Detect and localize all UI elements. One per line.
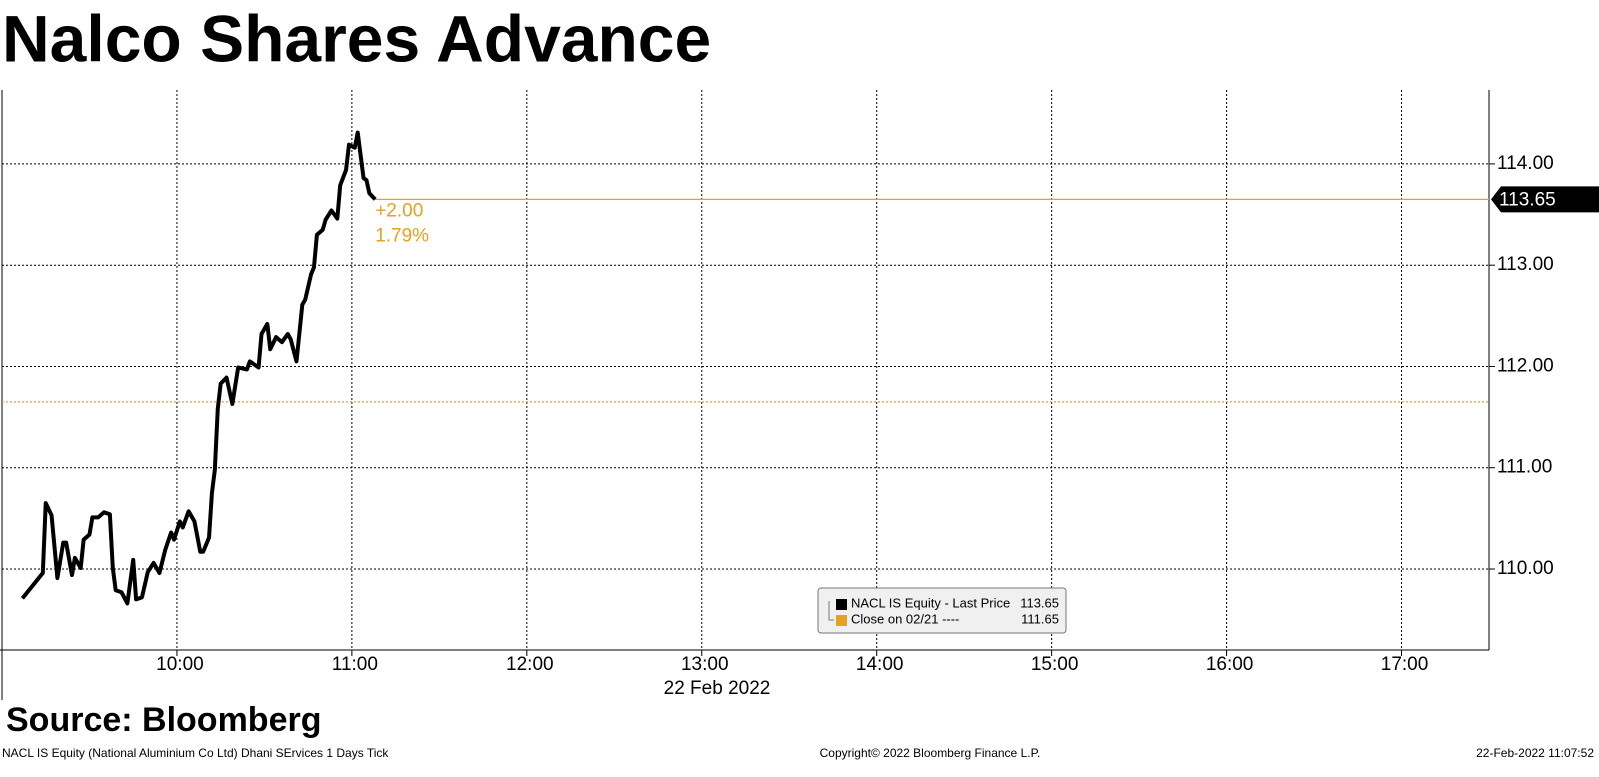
x-tick-label: 13:00 bbox=[681, 654, 729, 675]
x-tick-label: 10:00 bbox=[156, 654, 204, 675]
x-tick-label: 11:00 bbox=[332, 654, 378, 675]
legend-value: 111.65 bbox=[1021, 611, 1059, 626]
y-tick-label: 114.00 bbox=[1497, 153, 1554, 174]
x-tick-label: 14:00 bbox=[856, 654, 904, 675]
legend-label: Close on 02/21 ---- bbox=[851, 611, 959, 626]
footer-left: NACL IS Equity (National Aluminium Co Lt… bbox=[2, 746, 389, 760]
y-tick-label: 110.00 bbox=[1497, 558, 1554, 579]
legend-value: 113.65 bbox=[1020, 595, 1059, 610]
price-line bbox=[20, 130, 377, 606]
legend-box bbox=[817, 587, 1067, 634]
chart-title: Nalco Shares Advance bbox=[2, 1, 711, 75]
legend-tree bbox=[828, 601, 834, 621]
x-tick-label: 16:00 bbox=[1206, 654, 1254, 675]
legend-swatch bbox=[836, 599, 847, 610]
change-annotation: 1.79% bbox=[375, 225, 429, 246]
footer-right: 22-Feb-2022 11:07:52 bbox=[1476, 746, 1594, 760]
y-tick-label: 111.00 bbox=[1497, 457, 1552, 478]
legend-label: NACL IS Equity - Last Price bbox=[851, 595, 1010, 610]
source: Source: Bloomberg bbox=[6, 701, 321, 739]
x-tick-label: 15:00 bbox=[1031, 654, 1079, 675]
legend-swatch bbox=[836, 615, 847, 626]
last-price-tag bbox=[1491, 186, 1599, 213]
y-tick-label: 113.00 bbox=[1497, 254, 1554, 275]
y-tick-label: 112.00 bbox=[1497, 355, 1554, 376]
x-tick-label: 12:00 bbox=[506, 654, 554, 675]
x-tick-label: 17:00 bbox=[1381, 654, 1429, 675]
footer-center: Copyright© 2022 Bloomberg Finance L.P. bbox=[820, 746, 1041, 760]
x-axis-label: 22 Feb 2022 bbox=[664, 678, 771, 699]
last-price-label: 113.65 bbox=[1499, 189, 1556, 210]
change-annotation: +2.00 bbox=[375, 200, 423, 221]
legend: NACL IS Equity - Last Price 113.65 Close o… bbox=[817, 587, 1067, 634]
